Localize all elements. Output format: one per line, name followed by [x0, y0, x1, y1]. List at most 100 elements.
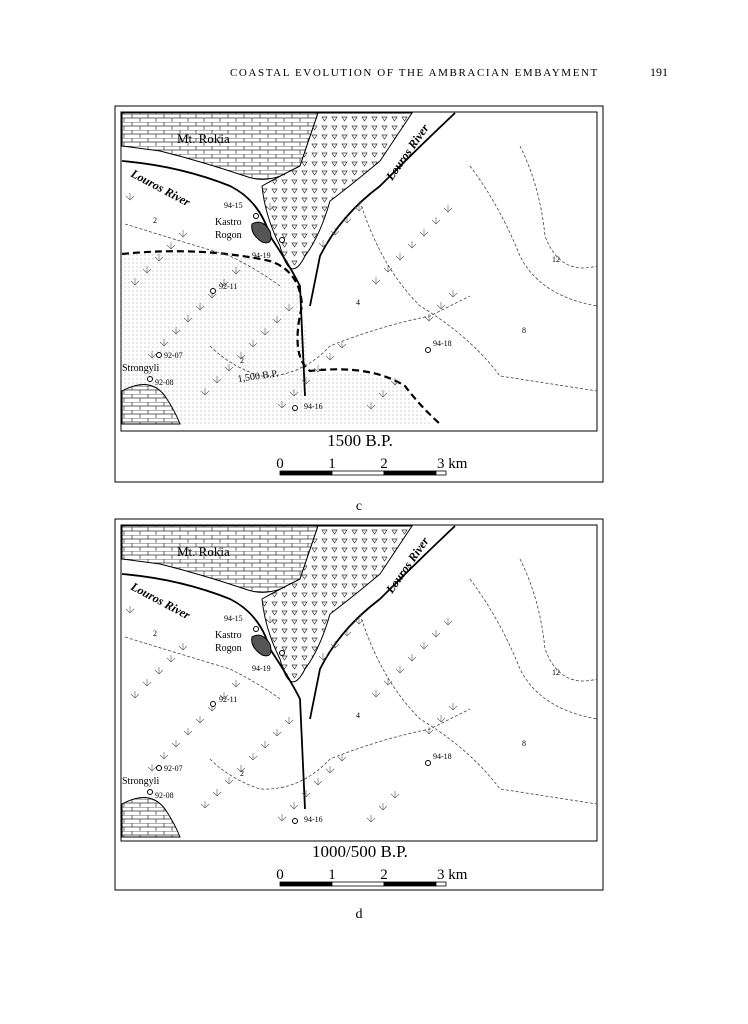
site-marker	[210, 701, 216, 707]
marsh-symbol	[424, 727, 434, 735]
marsh-symbol	[390, 791, 400, 799]
scale-segment	[435, 881, 447, 887]
site-label: 94-15	[224, 201, 243, 210]
marsh-symbol	[318, 653, 328, 661]
marsh-symbol	[231, 267, 241, 275]
contour-label: 4	[356, 711, 360, 720]
figure-title: 1000/500 B.P.	[312, 842, 408, 861]
contour-label: 12	[552, 668, 560, 677]
islet	[251, 634, 272, 657]
figure-frame	[114, 518, 604, 891]
marsh-symbol	[407, 241, 417, 249]
marsh-symbol	[378, 390, 388, 398]
marsh-symbol	[284, 717, 294, 725]
marsh-symbol	[284, 304, 294, 312]
river	[121, 573, 306, 810]
marsh-symbol	[248, 340, 258, 348]
river	[121, 160, 306, 397]
figure-caption: d	[356, 907, 363, 922]
marsh-symbol	[277, 401, 287, 409]
marsh-symbol	[407, 654, 417, 662]
contour-line	[519, 558, 598, 682]
marsh-symbol	[289, 802, 299, 810]
marsh-symbol	[130, 278, 140, 286]
marsh-symbol	[301, 377, 311, 385]
contour-label: 2	[240, 769, 244, 778]
marsh-symbol	[147, 351, 157, 359]
contour-label: 2	[153, 216, 157, 225]
marsh-symbol	[354, 617, 364, 625]
marsh-symbol	[330, 228, 340, 236]
site-marker	[210, 288, 216, 294]
village-label: Strongyli	[122, 776, 159, 787]
marsh-symbol	[212, 789, 222, 797]
marsh-symbol	[224, 364, 234, 372]
scale-label: 0	[276, 867, 284, 883]
islet	[251, 221, 272, 244]
marsh-symbol	[366, 815, 376, 823]
marsh-symbol	[436, 302, 446, 310]
marsh-symbol	[248, 753, 258, 761]
site-label: 92-07	[164, 764, 183, 773]
site-label: 92-07	[164, 351, 183, 360]
site-label: 92-08	[155, 378, 174, 387]
marsh-symbol	[395, 253, 405, 261]
village-label: Strongyli	[122, 363, 159, 374]
contour-label: 2	[153, 629, 157, 638]
marsh-symbol	[301, 790, 311, 798]
marsh-symbol	[166, 655, 176, 663]
marsh-symbol	[436, 715, 446, 723]
site-marker	[292, 818, 298, 824]
site-marker	[156, 352, 162, 358]
marsh-symbol	[219, 279, 229, 287]
lagoon	[122, 251, 430, 424]
scale-label: 1	[328, 456, 336, 472]
site-marker	[253, 213, 259, 219]
scale-label: 1	[328, 867, 336, 883]
marsh-symbol	[200, 801, 210, 809]
site-label: 94-19	[252, 664, 271, 673]
marsh-symbol	[125, 193, 135, 201]
contour-line	[359, 613, 598, 805]
marsh-symbol	[395, 666, 405, 674]
river	[309, 112, 456, 307]
limestone	[121, 797, 181, 838]
marsh-symbol	[224, 777, 234, 785]
marsh-symbol	[212, 376, 222, 384]
scale-segment	[383, 881, 437, 887]
site-label: 94-19	[252, 251, 271, 260]
site-marker	[253, 626, 259, 632]
marsh-symbol	[448, 290, 458, 298]
site-label: 94-18	[433, 339, 452, 348]
marsh-symbol	[277, 814, 287, 822]
site-label: 92-11	[219, 695, 237, 704]
marsh-symbol	[431, 630, 441, 638]
marsh-symbol	[337, 754, 347, 762]
marsh-symbol	[419, 642, 429, 650]
marsh-symbol	[200, 388, 210, 396]
marsh-symbol	[342, 629, 352, 637]
scale-segment	[383, 470, 437, 476]
marsh-symbol	[178, 643, 188, 651]
site-label: 94-16	[304, 815, 323, 824]
marsh-symbol	[390, 378, 400, 386]
marsh-symbol	[337, 341, 347, 349]
limestone	[121, 384, 181, 425]
marsh-symbol	[325, 766, 335, 774]
scale-segment	[331, 470, 385, 476]
marsh-symbol	[272, 729, 282, 737]
marsh-symbol	[219, 692, 229, 700]
site-marker	[147, 789, 153, 795]
contour-label: 2	[240, 356, 244, 365]
site-marker	[292, 405, 298, 411]
marsh-symbol	[313, 778, 323, 786]
site-label: 94-18	[433, 752, 452, 761]
marsh-symbol	[265, 616, 275, 624]
scale-segment	[331, 881, 385, 887]
contour-label: 12	[552, 255, 560, 264]
contour-line	[519, 145, 598, 269]
scale-label: 2	[380, 867, 388, 883]
marsh-symbol	[159, 752, 169, 760]
